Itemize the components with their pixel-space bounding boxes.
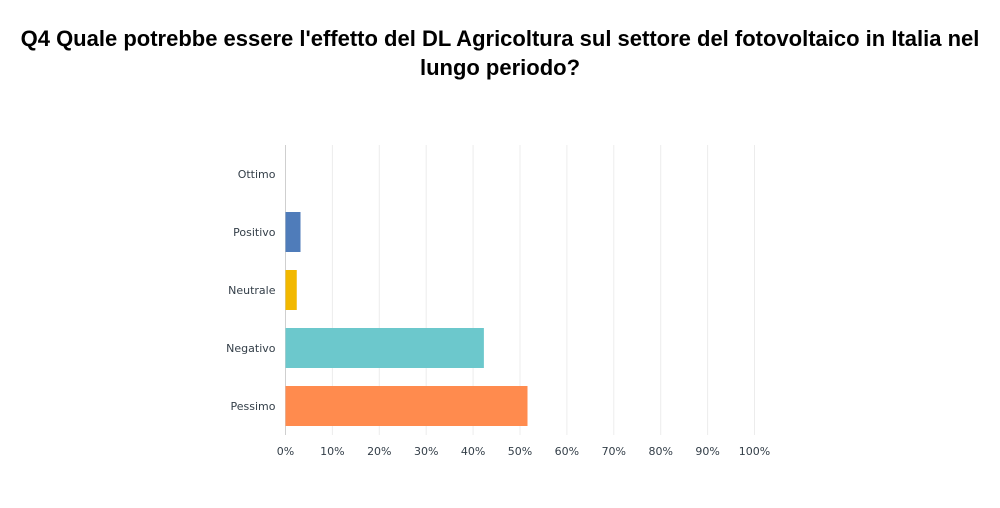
category-label: Neutrale	[228, 284, 276, 297]
category-label: Pessimo	[231, 400, 276, 413]
x-tick-label: 0%	[277, 445, 294, 458]
bar-pessimo	[285, 386, 528, 426]
category-labels: Ottimo Positivo Neutrale Negativo Pessimo	[226, 168, 276, 413]
x-tick-label: 100%	[739, 445, 770, 458]
x-tick-labels: 0% 10% 20% 30% 40% 50% 60% 70% 80% 90% 100%	[277, 445, 770, 458]
category-label: Ottimo	[238, 168, 276, 181]
bar-neutrale	[285, 270, 297, 310]
x-tick-label: 80%	[648, 445, 672, 458]
x-tick-label: 60%	[555, 445, 579, 458]
bar-negativo	[285, 328, 484, 368]
x-tick-label: 50%	[508, 445, 532, 458]
x-tick-label: 90%	[695, 445, 719, 458]
x-tick-label: 40%	[461, 445, 485, 458]
x-tick-label: 30%	[414, 445, 438, 458]
x-tick-label: 70%	[602, 445, 626, 458]
category-label: Positivo	[233, 226, 276, 239]
bars	[285, 212, 528, 426]
x-tick-label: 20%	[367, 445, 391, 458]
chart-title: Q4 Quale potrebbe essere l'effetto del D…	[20, 26, 980, 80]
x-tick-label: 10%	[320, 445, 344, 458]
bar-positivo	[285, 212, 301, 252]
category-label: Negativo	[226, 342, 276, 355]
